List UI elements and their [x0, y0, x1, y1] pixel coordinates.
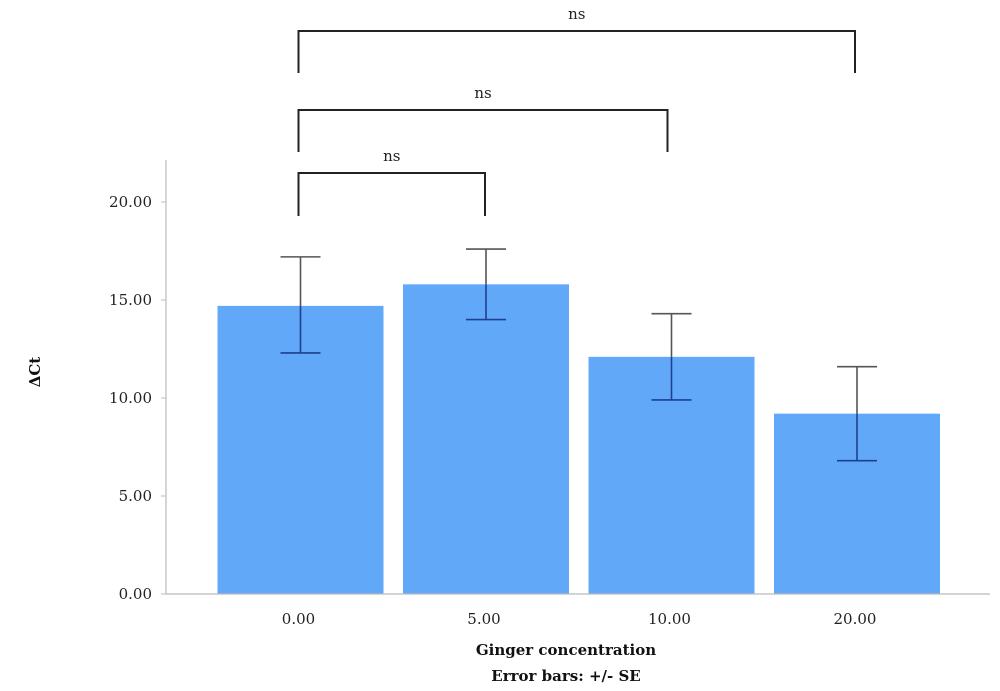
bars — [217, 284, 940, 594]
significance-label: ns — [474, 84, 491, 102]
y-tick-label: 10.00 — [109, 389, 152, 407]
error-bar — [837, 365, 877, 462]
error-bar-note: Error bars: +/- SE — [491, 667, 640, 685]
x-tick-label: 0.00 — [282, 610, 315, 628]
error-bars — [280, 248, 877, 462]
x-tick-label: 5.00 — [467, 610, 500, 628]
significance-label: ns — [383, 147, 400, 165]
error-bar — [651, 312, 692, 401]
bar — [403, 284, 569, 594]
error-bar — [280, 256, 321, 354]
y-tick-label: 20.00 — [109, 193, 152, 211]
y-axis-ticks: 0.00 5.00 10.00 15.00 20.00 — [109, 193, 166, 603]
x-tick-label: 20.00 — [834, 610, 877, 628]
x-axis-title: Ginger concentration — [476, 641, 656, 659]
y-tick-label: 15.00 — [109, 291, 152, 309]
significance-bracket: ns — [297, 5, 856, 73]
significance-brackets: ns ns ns — [297, 5, 856, 216]
x-tick-label: 10.00 — [648, 610, 691, 628]
significance-label: ns — [568, 5, 585, 23]
significance-bracket: ns — [297, 84, 669, 152]
y-axis-title: ΔCt — [26, 357, 44, 388]
error-bar — [466, 248, 506, 321]
y-tick-label: 5.00 — [119, 487, 152, 505]
bar — [217, 305, 384, 594]
significance-bracket: ns — [297, 147, 486, 216]
y-tick-label: 0.00 — [119, 585, 152, 603]
x-axis-ticks: 0.00 5.00 10.00 20.00 — [282, 610, 877, 628]
